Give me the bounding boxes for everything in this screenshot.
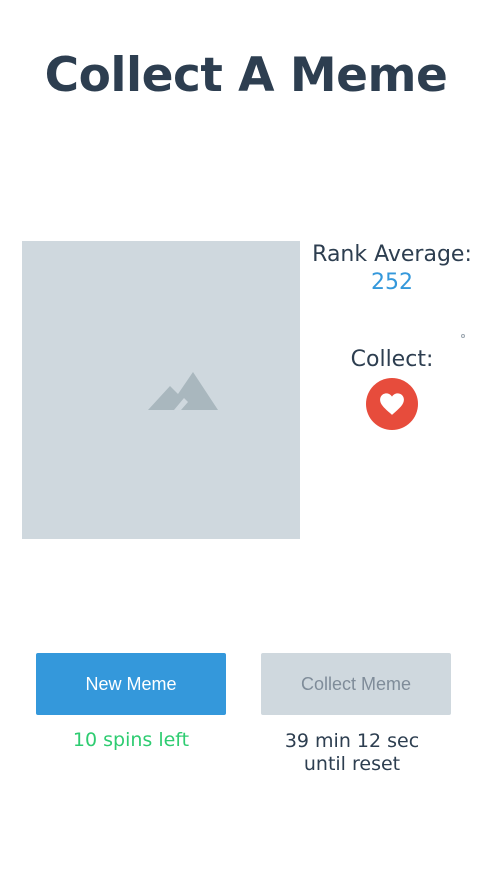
reset-timer-countdown: 39 min 12 sec <box>284 730 420 752</box>
rank-average-value: 252 <box>371 270 413 295</box>
rank-average-label: Rank Average: <box>312 242 472 267</box>
collect-label: Collect: <box>350 347 434 372</box>
spins-left-text: 10 spins left <box>72 729 190 751</box>
reset-timer-caption: until reset <box>303 753 401 775</box>
meme-image-placeholder <box>22 241 300 539</box>
reset-timer: 39 min 12 sec until reset <box>257 730 447 776</box>
indicator-dot <box>461 334 465 338</box>
collect-meme-button[interactable]: Collect Meme <box>261 653 451 715</box>
image-placeholder-icon <box>148 372 218 410</box>
new-meme-button[interactable]: New Meme <box>36 653 226 715</box>
collect-heart-button[interactable] <box>366 378 418 430</box>
page-title: Collect A Meme <box>44 48 448 103</box>
heart-icon <box>380 393 404 415</box>
